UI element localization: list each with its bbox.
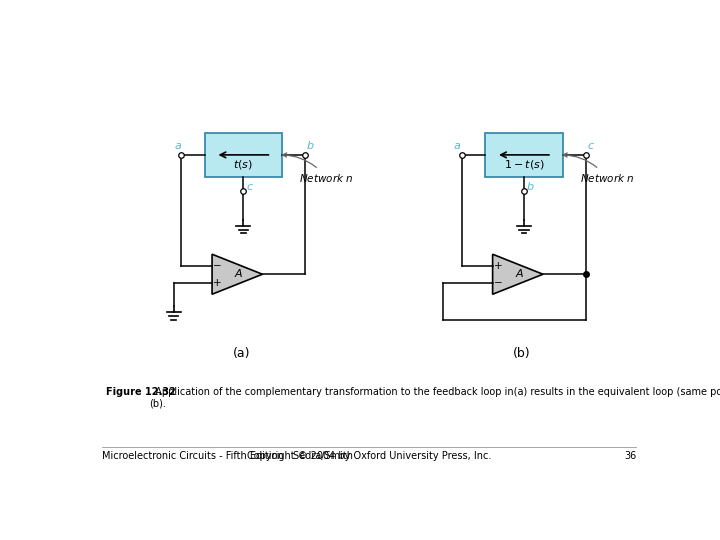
Text: $t(s)$: $t(s)$ <box>233 158 253 171</box>
Text: Figure 12.32: Figure 12.32 <box>106 387 175 397</box>
Text: Network $n$: Network $n$ <box>282 153 354 184</box>
Text: Microelectronic Circuits - Fifth Edition   Sedra/Smith: Microelectronic Circuits - Fifth Edition… <box>102 451 353 461</box>
Text: b: b <box>307 141 314 151</box>
Text: Copyright © 2004 by Oxford University Press, Inc.: Copyright © 2004 by Oxford University Pr… <box>247 451 491 461</box>
Text: −: − <box>494 278 503 288</box>
Text: c: c <box>246 182 253 192</box>
Text: −: − <box>213 261 222 271</box>
Text: 36: 36 <box>624 451 636 461</box>
Text: Network $n$: Network $n$ <box>563 153 634 184</box>
Bar <box>485 132 563 177</box>
Text: +: + <box>213 278 222 288</box>
Text: A: A <box>516 269 523 279</box>
Polygon shape <box>212 254 262 294</box>
Text: Application of the complementary transformation to the feedback loop in(a) resul: Application of the complementary transfo… <box>149 387 720 408</box>
Text: a: a <box>175 141 181 151</box>
Text: (a): (a) <box>233 347 250 360</box>
Text: (b): (b) <box>513 347 531 360</box>
Text: a: a <box>454 141 461 151</box>
Text: +: + <box>494 261 503 271</box>
Bar <box>204 132 282 177</box>
Text: b: b <box>526 182 534 192</box>
Text: c: c <box>588 141 594 151</box>
Text: A: A <box>235 269 243 279</box>
Text: $1-t(s)$: $1-t(s)$ <box>504 158 544 171</box>
Polygon shape <box>492 254 543 294</box>
